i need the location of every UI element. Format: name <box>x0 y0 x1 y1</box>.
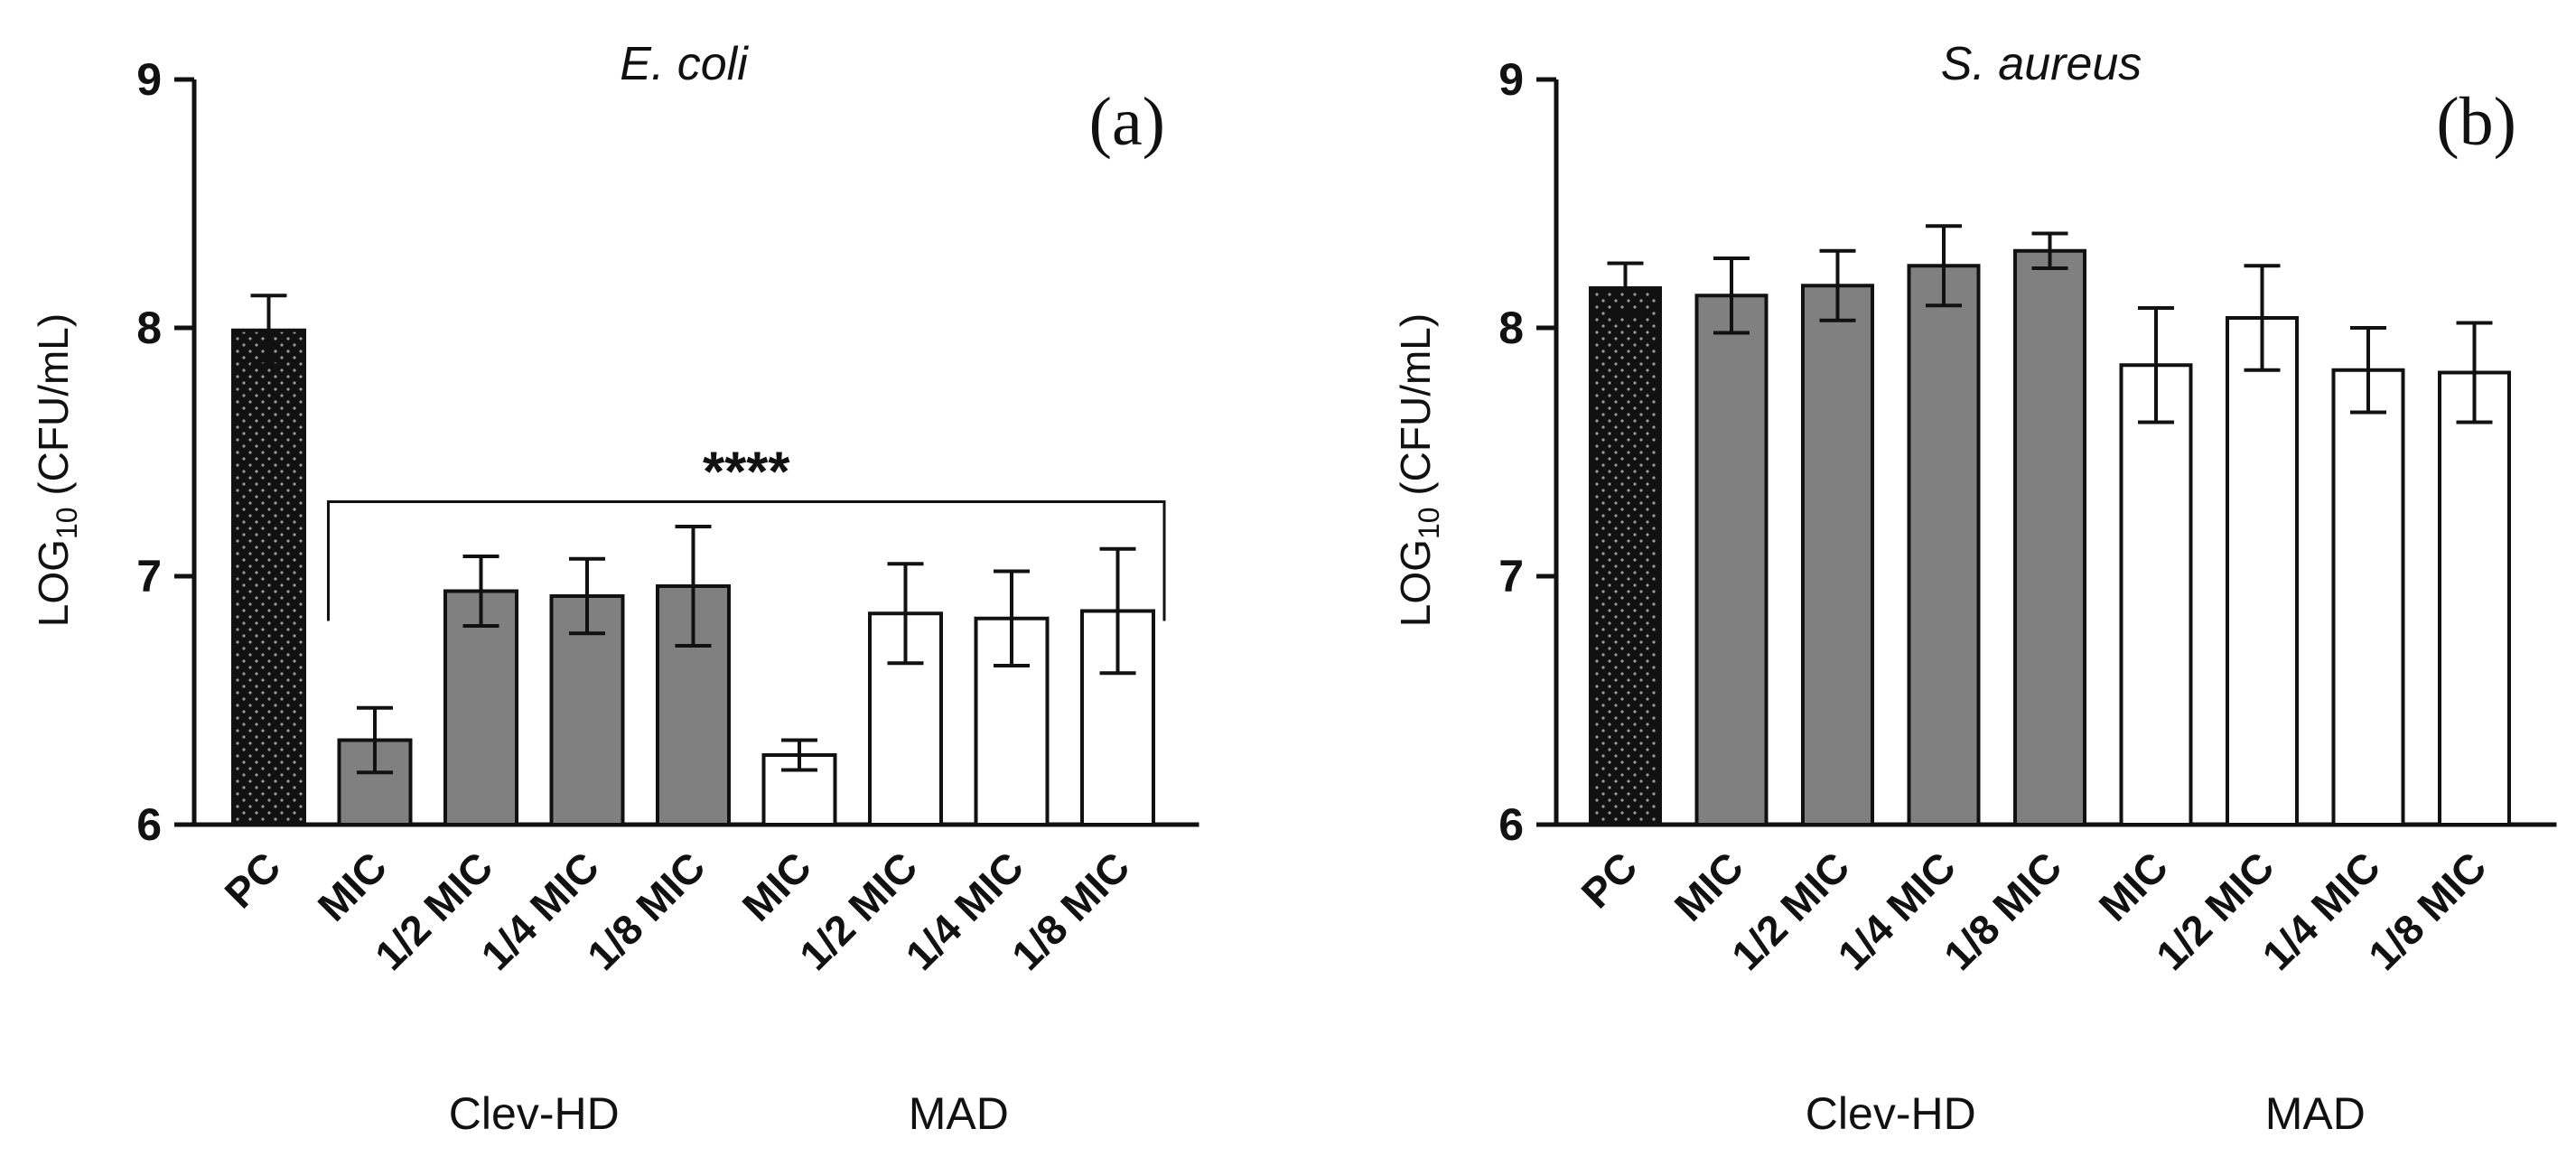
y-axis-label: LOG10 (CFU/mL) <box>1392 313 1445 627</box>
error-bar-5 <box>2138 306 2174 424</box>
bar-4 <box>2013 248 2086 826</box>
bar-5 <box>2119 363 2193 826</box>
bar-1 <box>1694 294 1769 826</box>
y-axis-label-main: LOG <box>1392 539 1439 627</box>
group-label: Clev-HD <box>1806 1088 1976 1139</box>
y-tick-label: 7 <box>136 551 162 602</box>
y-tick-label: 6 <box>136 799 162 850</box>
y-tick-label: 7 <box>1498 551 1524 602</box>
y-axis-label: LOG10 (CFU/mL) <box>30 313 83 627</box>
bar-0 <box>1589 286 1662 826</box>
error-bar-4 <box>675 525 712 648</box>
bar-3 <box>1907 264 1981 826</box>
error-bar-6 <box>2244 264 2281 372</box>
significance-bracket: **** <box>327 442 1166 621</box>
significance-label: **** <box>703 442 790 504</box>
group-label: MAD <box>909 1088 1009 1139</box>
error-bar-1 <box>1713 257 1750 335</box>
error-bar-7 <box>994 569 1030 667</box>
x-tick-label: 1/2 MIC <box>790 843 927 979</box>
bracket-line <box>327 500 1166 621</box>
group-label: MAD <box>2265 1088 2366 1139</box>
x-tick-label: MIC <box>309 843 396 929</box>
error-bar-7 <box>2350 326 2386 415</box>
error-bar-8 <box>2456 321 2493 424</box>
x-tick-label: 1/4 MIC <box>896 843 1032 979</box>
error-bar-3 <box>569 556 605 636</box>
bar-2 <box>443 589 518 826</box>
error-bar-8 <box>1099 546 1136 676</box>
bars <box>231 294 1155 826</box>
bar-0 <box>231 328 306 826</box>
x-tick-label: 1/2 MIC <box>1722 843 1859 979</box>
panel-letter: (a) <box>1089 84 1165 160</box>
error-bar-6 <box>887 562 924 666</box>
y-tick-label: 6 <box>1498 799 1524 850</box>
error-bar-2 <box>1819 248 1856 322</box>
y-tick-label: 8 <box>136 303 162 353</box>
x-tick-label: 1/4 MIC <box>471 843 608 979</box>
bar-7 <box>2331 368 2405 826</box>
x-tick-label: MIC <box>2090 843 2177 929</box>
x-tick-label: 1/2 MIC <box>366 843 502 979</box>
bar-8 <box>2438 370 2511 826</box>
error-bar-0 <box>250 294 287 368</box>
y-axis-label-subscript: 10 <box>1413 507 1445 539</box>
x-tick-label: 1/2 MIC <box>2147 843 2283 979</box>
bar-2 <box>1801 284 1874 826</box>
x-tick-label: 1/8 MIC <box>578 843 714 979</box>
x-tick-label: PC <box>1573 843 1647 917</box>
bars <box>1589 224 2511 826</box>
x-tick-label: 1/8 MIC <box>1935 843 2071 979</box>
x-tick-label: 1/8 MIC <box>2359 843 2496 979</box>
x-tick-label: PC <box>216 843 290 917</box>
x-tick-label: 1/4 MIC <box>1828 843 1965 979</box>
x-tick-label: MIC <box>1666 843 1752 929</box>
x-tick-label: 1/4 MIC <box>2253 843 2389 979</box>
error-bar-5 <box>781 738 817 772</box>
error-bar-4 <box>2031 231 2068 270</box>
y-axis-label-main: LOG <box>30 539 77 627</box>
bar-6 <box>2226 316 2299 826</box>
x-tick-label: MIC <box>733 843 820 929</box>
error-bar-1 <box>357 705 393 775</box>
group-label: Clev-HD <box>449 1088 620 1139</box>
chart-title: E. coli <box>620 38 749 90</box>
y-axis-label-unit: (CFU/mL) <box>30 313 77 508</box>
y-tick-label: 8 <box>1498 303 1524 353</box>
error-bar-3 <box>1926 224 1962 308</box>
y-axis-label-unit: (CFU/mL) <box>1392 313 1439 508</box>
x-tick-label: 1/8 MIC <box>1003 843 1139 979</box>
y-tick-label: 9 <box>136 54 162 105</box>
y-axis-label-subscript: 10 <box>51 507 83 539</box>
error-bar-0 <box>1607 261 1644 315</box>
chart-title: S. aureus <box>1941 38 2142 90</box>
panel-letter: (b) <box>2436 84 2516 160</box>
y-tick-label: 9 <box>1498 54 1524 105</box>
error-bar-2 <box>462 555 499 628</box>
